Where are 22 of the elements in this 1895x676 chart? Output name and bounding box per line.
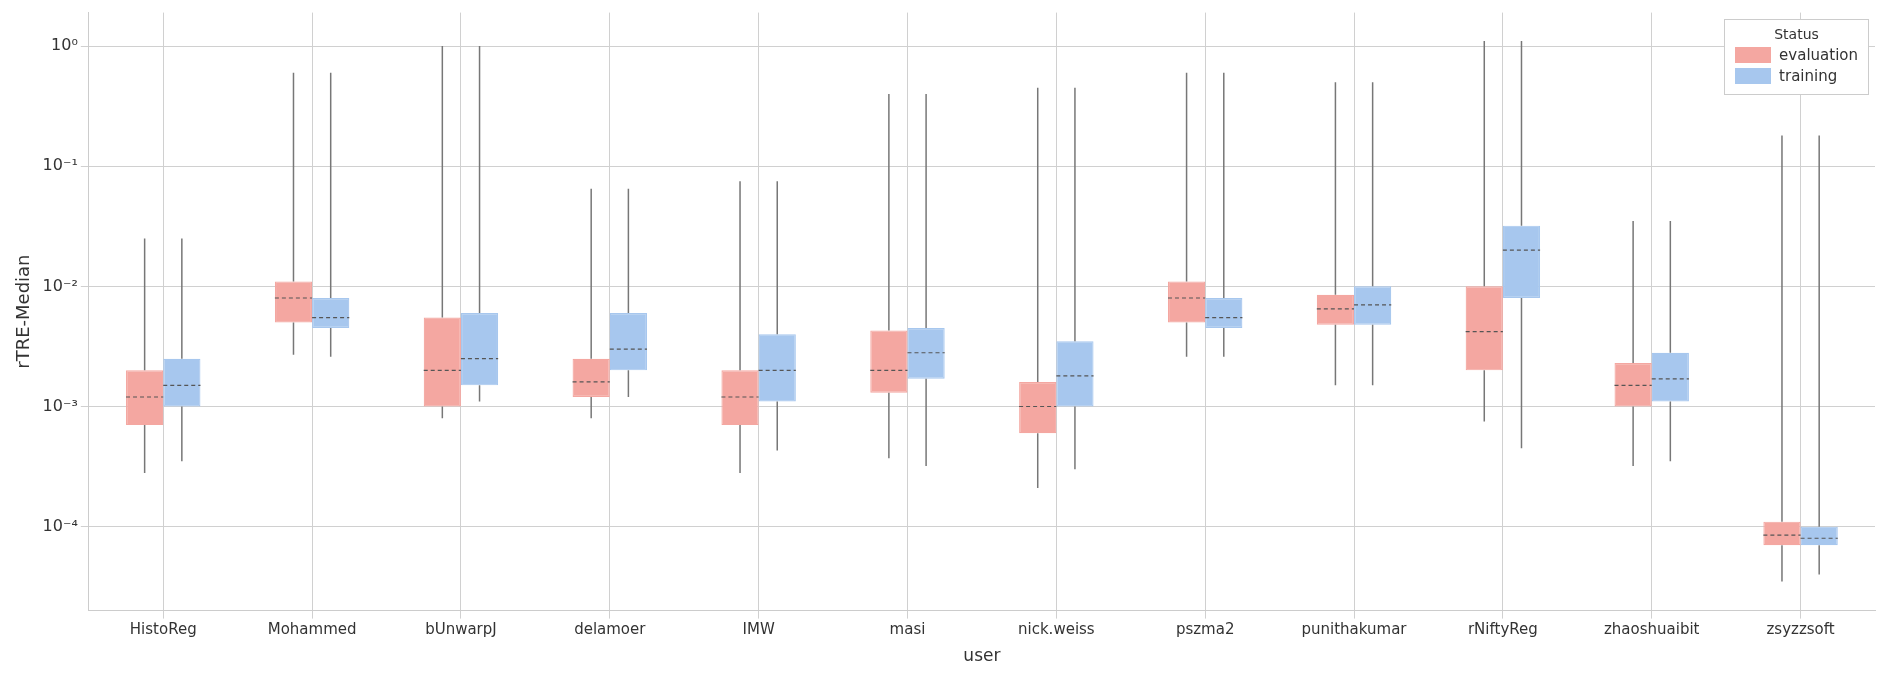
- x-tick-label: zsyzzsoft: [1766, 620, 1835, 639]
- legend-label: training: [1779, 66, 1838, 85]
- y-tick-label: 10⁻¹: [42, 155, 78, 175]
- x-tick-label: Mohammed: [267, 620, 357, 639]
- x-axis-title: user: [963, 645, 1001, 666]
- y-tick-label: 10⁻³: [42, 395, 78, 415]
- x-tick-label: nick.weiss: [1018, 620, 1095, 639]
- x-tick-label: HistoReg: [129, 620, 197, 639]
- x-tick-label: pszma2: [1175, 620, 1235, 639]
- legend-label: evaluation: [1779, 45, 1858, 64]
- y-axis-title: rTRE-Median: [12, 254, 34, 369]
- y-tick-label: 10⁰: [51, 35, 78, 55]
- x-tick-label: IMW: [742, 620, 775, 639]
- x-tick-label: masi: [889, 620, 926, 639]
- x-tick-label: zhaoshuaibit: [1603, 620, 1700, 639]
- y-tick-label: 10⁻²: [42, 275, 78, 295]
- y-tick-label: 10⁻⁴: [42, 515, 78, 535]
- x-tick-label: rNiftyReg: [1467, 620, 1538, 639]
- x-tick-label: bUnwarpJ: [425, 620, 497, 639]
- x-tick-label: punithakumar: [1301, 620, 1408, 639]
- legend-title: Status: [1773, 25, 1820, 42]
- x-tick-label: delamoer: [574, 620, 647, 639]
